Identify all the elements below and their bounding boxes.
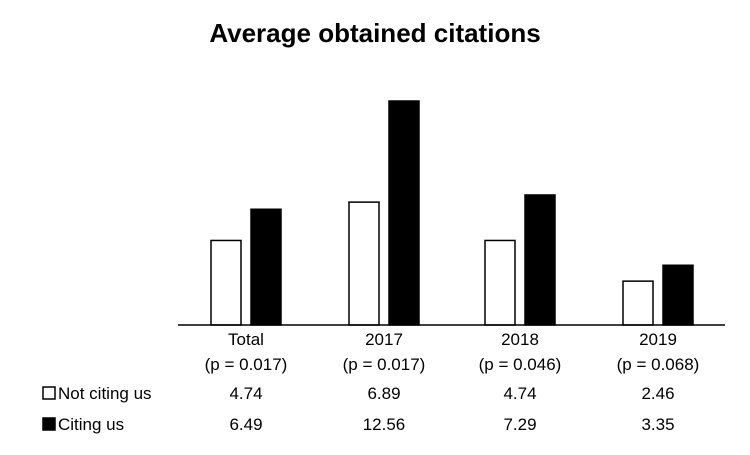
category-label: 2019 (639, 330, 677, 349)
data-table-value: 4.74 (503, 384, 536, 403)
data-table-value: 2.46 (641, 384, 674, 403)
legend-swatch-citing-us (42, 417, 56, 431)
data-table-value: 12.56 (363, 415, 406, 434)
bar-not-citing-us-total (210, 239, 242, 326)
category-labels-layer: Total (p = 0.017) 2017 (p = 0.017) 2018 (p = … (205, 330, 700, 374)
bars-layer (210, 100, 694, 326)
bar-citing-us-2019 (662, 264, 694, 326)
category-label: 2018 (501, 330, 539, 349)
data-table-value: 7.29 (503, 415, 536, 434)
bar-citing-us-total (250, 208, 282, 326)
category-label: 2017 (365, 330, 403, 349)
bar-not-citing-us-2017 (348, 201, 380, 326)
category-pvalue-label: (p = 0.017) (205, 355, 288, 374)
bar-not-citing-us-2018 (484, 239, 516, 326)
category-pvalue-label: (p = 0.046) (479, 355, 562, 374)
chart-title: Average obtained citations (209, 18, 540, 48)
bar-citing-us-2017 (388, 100, 420, 326)
legend-label: Citing us (58, 415, 124, 434)
category-pvalue-label: (p = 0.017) (343, 355, 426, 374)
data-table-value: 4.74 (229, 384, 262, 403)
legend-label: Not citing us (58, 384, 152, 403)
category-pvalue-label: (p = 0.068) (617, 355, 700, 374)
data-table: Not citing us 4.74 6.89 4.74 2.46 Citing us 6.… (42, 384, 675, 434)
bar-citing-us-2018 (524, 194, 556, 326)
legend-swatch-not-citing-us (42, 386, 56, 400)
data-table-value: 3.35 (641, 415, 674, 434)
category-label: Total (228, 330, 264, 349)
data-table-value: 6.49 (229, 415, 262, 434)
bar-not-citing-us-2019 (622, 280, 654, 326)
data-table-value: 6.89 (367, 384, 400, 403)
